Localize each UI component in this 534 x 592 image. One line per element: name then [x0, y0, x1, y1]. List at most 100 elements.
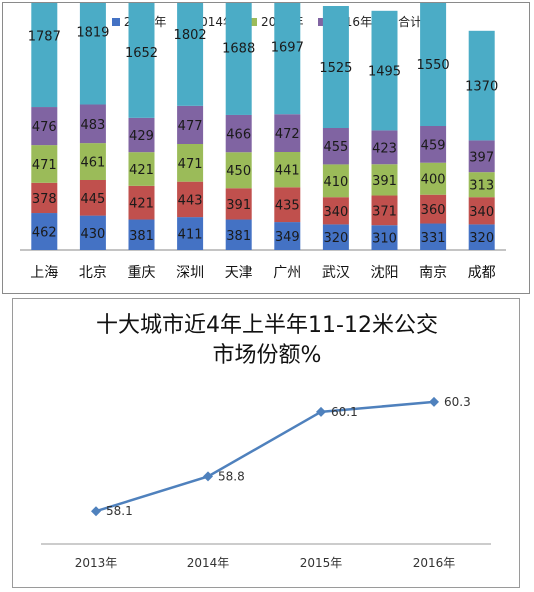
stacked-bar-chart-panel: 2013年2014年2015年2016年合计 4623784714761787上…	[2, 2, 530, 294]
data-label: 421	[129, 163, 154, 178]
data-label: 1802	[174, 28, 207, 43]
bar-segment	[128, 117, 155, 153]
bar-segment	[79, 215, 106, 250]
category-label: 广州	[273, 265, 301, 281]
data-label: 400	[421, 173, 446, 188]
bar-segment	[420, 162, 447, 195]
bar-segment	[31, 145, 58, 183]
data-label: 471	[32, 158, 57, 173]
data-label: 410	[323, 175, 348, 190]
data-label: 455	[323, 140, 348, 155]
category-label: 沈阳	[371, 265, 399, 281]
data-point	[91, 506, 101, 517]
series-line	[95, 400, 435, 513]
data-label: 340	[469, 205, 494, 220]
bar-segment	[79, 3, 106, 105]
data-label: 477	[178, 119, 203, 134]
bar-segment	[225, 188, 252, 220]
data-label: 483	[80, 118, 105, 133]
data-label: 60.3	[444, 395, 471, 409]
bar-segment	[31, 107, 58, 146]
data-point	[429, 396, 439, 407]
data-label: 1819	[76, 26, 109, 41]
data-label: 381	[226, 229, 251, 244]
line-chart-title-line1: 十大城市近4年上半年11-12米公交	[96, 313, 438, 338]
bar-segment	[31, 213, 58, 250]
line-chart-panel: 十大城市近4年上半年11-12米公交 市场份额% 58.1 58.8 60.1 60.…	[12, 298, 520, 588]
category-label: 重庆	[128, 265, 156, 281]
category-label: 天津	[225, 265, 253, 281]
bar-segment	[177, 217, 204, 250]
data-label: 1550	[417, 58, 450, 73]
bar-segment	[225, 152, 252, 189]
bar-segment	[177, 181, 204, 218]
data-label: 461	[80, 156, 105, 171]
category-label: 北京	[79, 265, 107, 281]
category-label: 2014年	[187, 556, 230, 570]
data-label: 310	[372, 232, 397, 247]
data-label: 391	[226, 198, 251, 213]
bar-segment	[420, 223, 447, 250]
data-label: 462	[32, 226, 57, 241]
bar-segment	[468, 197, 495, 225]
bar-segment	[274, 152, 301, 188]
data-label: 60.1	[331, 405, 358, 419]
data-label: 320	[469, 231, 494, 246]
bar-segment	[420, 3, 447, 126]
data-label: 466	[226, 128, 251, 143]
data-label: 472	[275, 127, 300, 142]
stacked-bar-chart: 462 378 471 476 1787 上海 430 445 461 483 1819 北京 381 4…	[20, 3, 506, 281]
category-label: 深圳	[176, 265, 204, 281]
bar-segment	[420, 126, 447, 163]
bar-segment	[322, 128, 349, 165]
data-label: 58.1	[106, 504, 133, 518]
data-label: 381	[129, 229, 154, 244]
bar-segment	[274, 3, 301, 115]
bar-segment	[468, 224, 495, 250]
bar-segment	[371, 164, 398, 196]
data-point	[316, 406, 326, 417]
bar-segment	[371, 10, 398, 131]
data-label: 435	[275, 199, 300, 214]
bar-segment	[468, 30, 495, 141]
category-label: 2013年	[75, 556, 118, 570]
data-label: 320	[323, 231, 348, 246]
data-label: 58.8	[218, 469, 245, 483]
data-label: 1495	[368, 65, 401, 80]
line-chart-title-line2: 市场份额%	[212, 343, 322, 368]
category-label: 2015年	[300, 556, 343, 570]
bar-segment	[128, 185, 155, 220]
bar-segment	[128, 152, 155, 186]
data-point	[203, 471, 213, 482]
category-label: 武汉	[322, 265, 350, 281]
data-label: 391	[372, 174, 397, 189]
legend-swatch	[317, 17, 326, 26]
bar-segment	[468, 172, 495, 198]
data-label: 441	[275, 164, 300, 179]
data-label: 349	[275, 230, 300, 245]
data-label: 445	[80, 192, 105, 207]
bar-segment	[322, 224, 349, 250]
data-label: 340	[323, 205, 348, 220]
data-label: 313	[469, 179, 494, 194]
legend-label: 合计	[398, 15, 423, 29]
data-label: 1370	[465, 80, 498, 95]
data-label: 378	[32, 192, 57, 207]
data-label: 397	[469, 150, 494, 165]
bar-segment	[420, 194, 447, 224]
bar-segment	[128, 3, 155, 118]
bar-segment	[79, 143, 106, 180]
data-label: 1652	[125, 46, 158, 61]
bar-segment	[468, 140, 495, 173]
data-label: 411	[178, 228, 203, 243]
line-chart: 58.1 58.8 60.1 60.3 2013年 2014年 2015年 2016年	[41, 395, 491, 570]
category-label: 上海	[30, 265, 58, 281]
data-label: 1525	[319, 61, 352, 76]
bar-segment	[79, 104, 106, 144]
bar-segment	[274, 114, 301, 152]
bar-segment	[128, 219, 155, 250]
category-label: 2016年	[413, 556, 456, 570]
data-label: 443	[178, 193, 203, 208]
bar-segment	[371, 195, 398, 226]
data-label: 1688	[222, 41, 255, 56]
